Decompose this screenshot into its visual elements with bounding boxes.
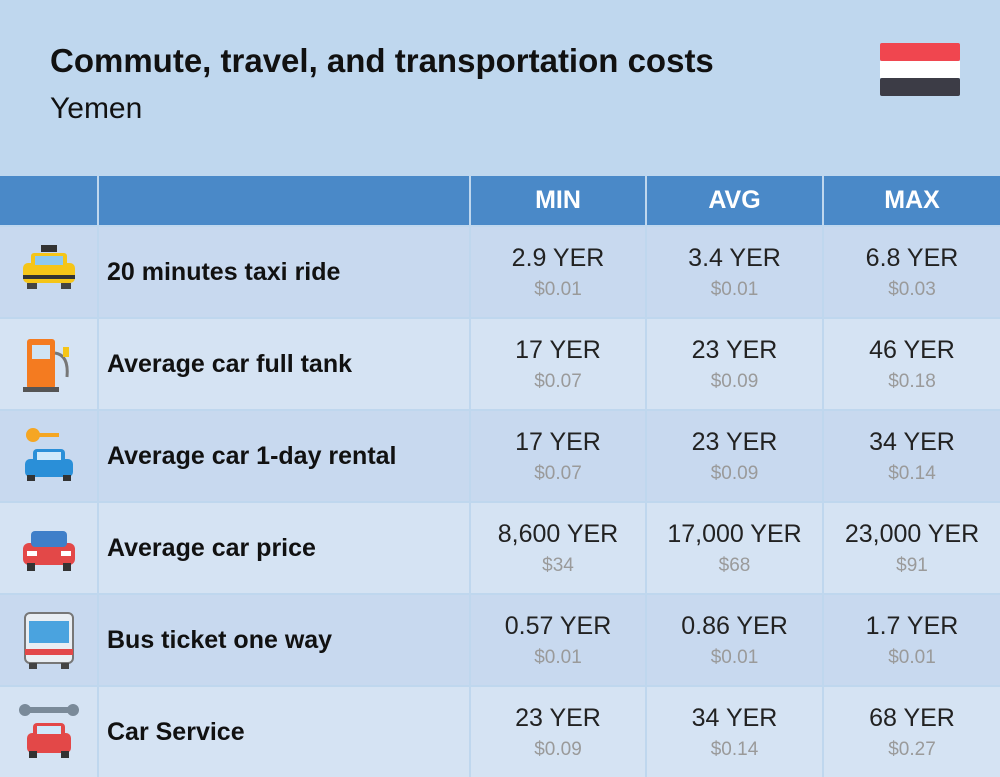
usd-price: $0.09: [710, 370, 759, 392]
value-cell: 23,000 YER $91: [824, 503, 1000, 593]
local-price: 0.57 YER: [504, 611, 612, 640]
value-cell: 17,000 YER $68: [647, 503, 822, 593]
local-price: 23 YER: [515, 703, 601, 732]
local-price: 17 YER: [515, 335, 601, 364]
local-price: 17 YER: [515, 427, 601, 456]
usd-price: $0.14: [888, 462, 936, 484]
local-price: 6.8 YER: [865, 243, 959, 272]
usd-price: $0.07: [534, 462, 582, 484]
local-price: 3.4 YER: [688, 243, 781, 272]
column-header: MAX: [824, 176, 1000, 225]
local-price: 34 YER: [691, 703, 778, 732]
title: Commute, travel, and transportation cost…: [50, 42, 714, 79]
usd-price: $0.01: [534, 646, 582, 668]
local-price: 34 YER: [869, 427, 955, 456]
icon: [22, 339, 69, 392]
local-price: 8,600 YER: [497, 519, 619, 548]
local-price: 17,000 YER: [667, 519, 802, 548]
value-cell: 34 YER $0.14: [824, 411, 1000, 501]
icon: [24, 428, 73, 481]
usd-price: $0.01: [710, 646, 759, 668]
usd-price: $0.14: [710, 738, 759, 760]
row-label: Average car price: [99, 503, 469, 593]
value-cell: 23 YER $0.09: [471, 687, 645, 777]
row-icon: [0, 319, 97, 409]
usd-price: $0.27: [888, 738, 936, 760]
row-icon: [0, 227, 97, 317]
row-icon: [0, 503, 97, 593]
usd-price: $91: [896, 554, 928, 576]
usd-price: $68: [718, 554, 751, 576]
value-cell: 23 YER $0.09: [647, 319, 822, 409]
usd-price: $0.03: [888, 278, 936, 300]
row-label: Bus ticket one way: [99, 595, 469, 685]
usd-price: $0.01: [888, 646, 936, 668]
usd-price: $0.07: [534, 370, 582, 392]
column-header: MIN: [471, 176, 645, 225]
local-price: 23,000 YER: [844, 519, 980, 548]
value-cell: 2.9 YER $0.01: [471, 227, 645, 317]
column-header: [0, 176, 97, 225]
row-icon: [0, 687, 97, 777]
local-price: 23 YER: [691, 335, 778, 364]
value-cell: 8,600 YER $34: [471, 503, 645, 593]
local-price: 46 YER: [869, 335, 955, 364]
local-price: 0.86 YER: [681, 611, 788, 640]
value-cell: 68 YER $0.27: [824, 687, 1000, 777]
row-label: 20 minutes taxi ride: [99, 227, 469, 317]
value-cell: 0.57 YER $0.01: [471, 595, 645, 685]
flag: [880, 43, 960, 96]
usd-price: $0.01: [710, 278, 759, 300]
column-header: AVG: [647, 176, 822, 225]
icon: [22, 245, 75, 289]
row-label: Average car 1-day rental: [99, 411, 469, 501]
row-icon: [0, 595, 97, 685]
local-price: 68 YER: [869, 703, 955, 732]
value-cell: 34 YER $0.14: [647, 687, 822, 777]
row-label: Average car full tank: [99, 319, 469, 409]
icon: [18, 704, 79, 758]
local-price: 2.9 YER: [511, 243, 605, 272]
row-label: Car Service: [99, 687, 469, 777]
subtitle: Yemen: [50, 92, 143, 125]
value-cell: 23 YER $0.09: [647, 411, 822, 501]
local-price: 23 YER: [691, 427, 778, 456]
value-cell: 17 YER $0.07: [471, 319, 645, 409]
row-icon: [0, 411, 97, 501]
icon: [22, 531, 75, 571]
value-cell: 3.4 YER $0.01: [647, 227, 822, 317]
value-cell: 17 YER $0.07: [471, 411, 645, 501]
value-cell: 6.8 YER $0.03: [824, 227, 1000, 317]
usd-price: $0.09: [534, 738, 582, 760]
value-cell: 1.7 YER $0.01: [824, 595, 1000, 685]
column-header: [99, 176, 469, 225]
local-price: 1.7 YER: [865, 611, 959, 640]
value-cell: 46 YER $0.18: [824, 319, 1000, 409]
usd-price: $34: [542, 554, 574, 576]
usd-price: $0.18: [888, 370, 936, 392]
usd-price: $0.09: [710, 462, 759, 484]
value-cell: 0.86 YER $0.01: [647, 595, 822, 685]
usd-price: $0.01: [534, 278, 582, 300]
icon: [23, 612, 74, 669]
